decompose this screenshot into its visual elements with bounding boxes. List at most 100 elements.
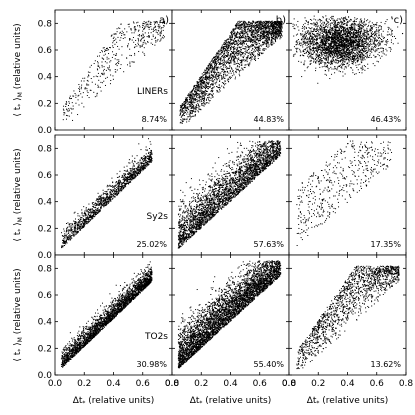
scatter-point (264, 32, 266, 34)
scatter-point (305, 52, 307, 54)
scatter-point (247, 35, 249, 37)
scatter-point (195, 91, 197, 93)
scatter-point (105, 47, 107, 49)
scatter-point (151, 38, 153, 40)
scatter-point (371, 27, 373, 29)
scatter-point (203, 82, 205, 84)
scatter-point (248, 21, 250, 23)
scatter-point (233, 51, 235, 53)
scatter-point (246, 40, 248, 42)
scatter-point (236, 36, 238, 38)
scatter-point (325, 49, 327, 51)
scatter-point (258, 45, 260, 47)
scatter-point (238, 73, 240, 75)
scatter-point (215, 77, 217, 79)
scatter-point (339, 52, 341, 54)
scatter-point (257, 35, 259, 37)
scatter-point (235, 32, 237, 34)
scatter-point (143, 23, 145, 25)
scatter-point (63, 109, 65, 111)
percent-label: 44.83% (253, 115, 284, 124)
scatter-point (211, 67, 213, 69)
scatter-point (203, 93, 205, 95)
scatter-point (104, 51, 106, 53)
scatter-point (334, 52, 336, 54)
scatter-point (346, 53, 348, 55)
scatter-point (200, 87, 202, 89)
scatter-point (324, 37, 326, 39)
scatter-point (247, 37, 249, 39)
scatter-point (280, 29, 282, 31)
scatter-point (244, 51, 246, 53)
scatter-point (327, 49, 329, 51)
scatter-point (324, 49, 326, 51)
scatter-point (179, 114, 181, 116)
scatter-point (257, 23, 259, 25)
scatter-point (122, 37, 124, 39)
scatter-point (361, 39, 363, 41)
scatter-point (230, 46, 232, 48)
scatter-point (362, 54, 364, 56)
scatter-point (241, 64, 243, 66)
scatter-point (221, 78, 223, 80)
scatter-point (264, 28, 266, 30)
scatter-point (325, 60, 327, 62)
scatter-point (98, 65, 100, 67)
scatter-point (224, 44, 226, 46)
scatter-point (162, 29, 164, 31)
scatter-point (380, 26, 382, 28)
scatter-point (198, 111, 200, 113)
scatter-point (193, 102, 195, 104)
scatter-point (250, 57, 252, 59)
scatter-point (347, 38, 349, 40)
scatter-point (211, 76, 213, 78)
scatter-point (275, 41, 277, 43)
scatter-point (347, 29, 349, 31)
scatter-point (257, 30, 259, 32)
scatter-point (243, 20, 245, 22)
scatter-point (326, 58, 328, 60)
scatter-point (275, 33, 277, 35)
scatter-point (332, 45, 334, 47)
scatter-point (336, 24, 338, 26)
scatter-point (118, 27, 120, 29)
scatter-point (266, 43, 268, 45)
scatter-point (186, 119, 188, 121)
scatter-point (335, 31, 337, 33)
scatter-point (196, 85, 198, 87)
scatter-point (193, 85, 195, 87)
scatter-point (198, 93, 200, 95)
scatter-point (229, 63, 231, 65)
scatter-point (202, 75, 204, 77)
scatter-point (222, 63, 224, 65)
scatter-point (352, 54, 354, 56)
scatter-point (73, 90, 75, 92)
scatter-point (202, 91, 204, 93)
scatter-point (242, 20, 244, 22)
scatter-point (214, 56, 216, 58)
scatter-point (360, 31, 362, 33)
scatter-point (228, 46, 230, 48)
scatter-point (382, 47, 384, 49)
scatter-point (228, 62, 230, 64)
scatter-point (304, 49, 306, 51)
scatter-point (160, 30, 162, 32)
scatter-point (242, 40, 244, 42)
scatter-point (260, 35, 262, 37)
scatter-point (229, 38, 231, 40)
scatter-point (212, 71, 214, 73)
scatter-point (209, 100, 211, 102)
scatter-point (238, 23, 240, 25)
scatter-point (208, 99, 209, 101)
scatter-point (155, 21, 157, 23)
scatter-point (239, 24, 241, 26)
scatter-point (326, 20, 328, 22)
scatter-point (335, 40, 337, 42)
scatter-point (280, 34, 282, 36)
scatter-point (266, 37, 268, 39)
scatter-point (278, 30, 280, 32)
scatter-point (272, 22, 273, 24)
scatter-point (198, 94, 200, 96)
scatter-point (376, 39, 378, 41)
scatter-point (339, 18, 341, 20)
